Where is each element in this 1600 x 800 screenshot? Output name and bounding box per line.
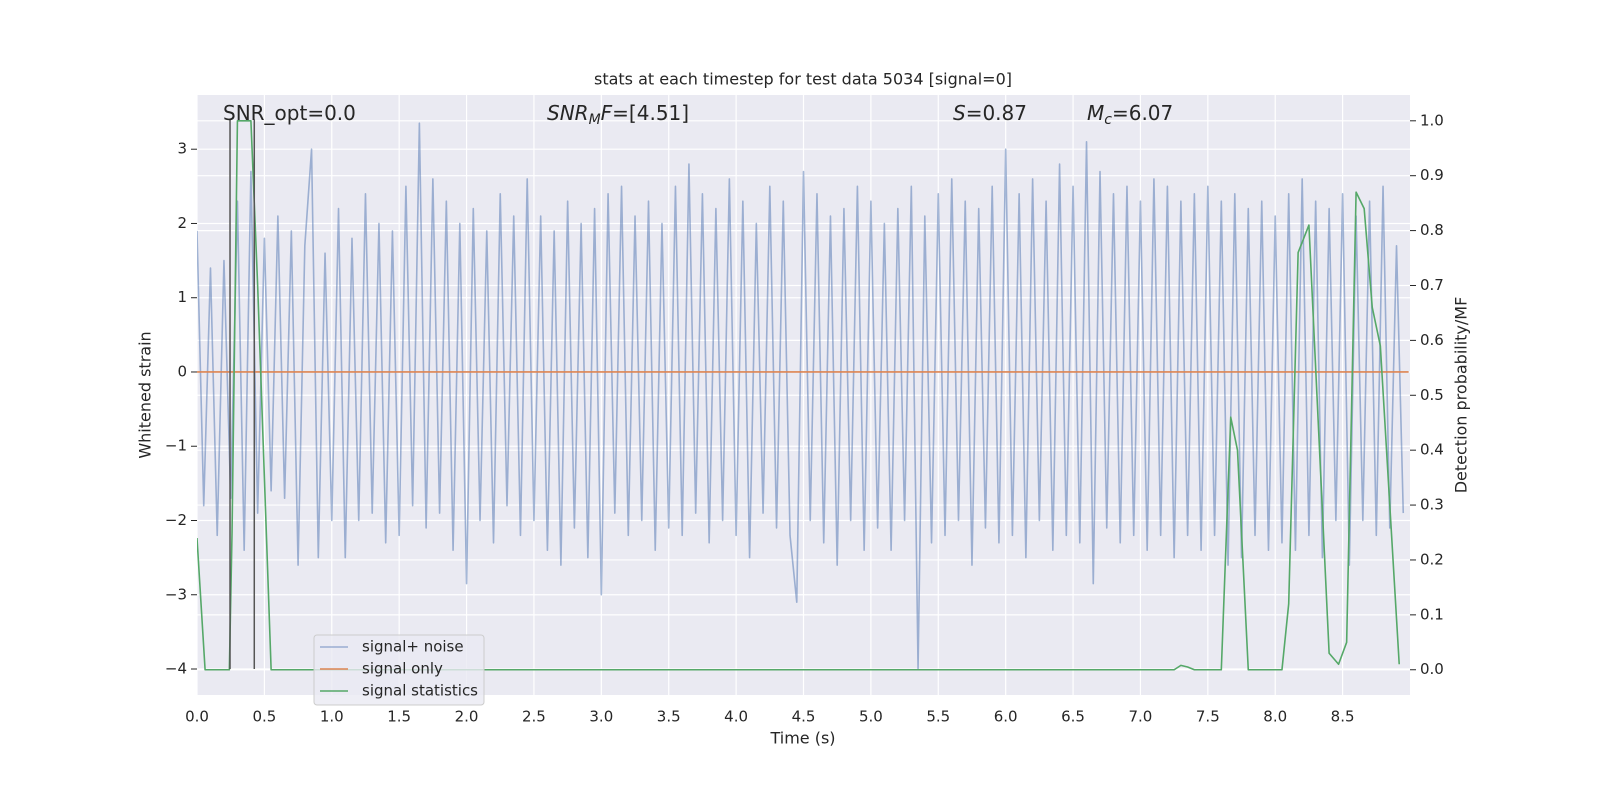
x-tick-label: 4.0 [724, 708, 748, 726]
x-tick-label: 2.5 [522, 708, 546, 726]
y-tick-label: −2 [165, 511, 187, 529]
annotation-part: =0.87 [966, 101, 1027, 125]
labels: 0.0 0.5 1.0 1.5 2.0 2.5 3.0 3.5 4.0 4.5 5.0 5.5 6.0 6… [165, 101, 1444, 726]
annotation-part: M [589, 112, 601, 128]
x-tick-label: 0.5 [252, 708, 276, 726]
y2-tick-label: 0.4 [1420, 441, 1444, 459]
x-tick-label: 8.5 [1331, 708, 1355, 726]
annotation-part: F [601, 101, 613, 125]
annotation-part: c [1104, 112, 1112, 128]
annotation-part: SNR [547, 101, 589, 125]
x-tick-label: 2.0 [455, 708, 479, 726]
annotation-part: S [953, 101, 966, 125]
y-tick-label: 2 [177, 214, 187, 232]
y2-tick-label: 0.1 [1420, 605, 1444, 623]
y-tick-label: 0 [177, 362, 187, 380]
y-tick-label: 3 [177, 140, 187, 158]
series-line [197, 120, 1401, 671]
x-tick-label: 7.0 [1129, 708, 1153, 726]
x-tick-label: 1.0 [320, 708, 344, 726]
annotation-part: M [1087, 101, 1104, 125]
y2-tick-label: 0.8 [1420, 221, 1444, 239]
x-tick-label: 3.0 [589, 708, 613, 726]
x-tick-label: 4.5 [792, 708, 816, 726]
grid [196, 95, 1410, 695]
y2-axis-label: Detection probability/MF [1452, 297, 1471, 494]
x-tick-label: 3.5 [657, 708, 681, 726]
x-tick-label: 6.5 [1061, 708, 1085, 726]
y2-tick-label: 0.6 [1420, 331, 1444, 349]
x-tick-label: 1.5 [387, 708, 411, 726]
annotation-part: =6.07 [1112, 101, 1173, 125]
y-tick-label: −4 [165, 660, 187, 678]
legend-label: signal+ noise [362, 638, 464, 656]
x-tick-label: 8.0 [1263, 708, 1287, 726]
y2-tick-label: 0.2 [1420, 550, 1444, 568]
x-tick-label: 7.5 [1196, 708, 1220, 726]
legend-box [313, 634, 485, 706]
y2-tick-label: 0.3 [1420, 496, 1444, 514]
x-tick-label: 5.5 [926, 708, 950, 726]
annotation: SNRMF=[4.51] [547, 101, 689, 129]
y-tick-label: −3 [165, 585, 187, 603]
y-tick-label: 1 [177, 288, 187, 306]
y2-tick-label: 0.7 [1420, 276, 1444, 294]
x-tick-label: 5.0 [859, 708, 883, 726]
series-line [197, 122, 1405, 670]
y2-tick-label: 0.9 [1420, 166, 1444, 184]
annotation-part: SNR_opt=0.0 [223, 101, 356, 125]
legend-label: signal only [362, 660, 443, 678]
annotation-part: =[4.51] [612, 101, 689, 125]
y2-tick-label: 0.0 [1420, 660, 1444, 678]
y2-tick-label: 0.5 [1420, 386, 1444, 404]
legend-label: signal statistics [362, 682, 478, 700]
annotation: Mc=6.07 [1087, 101, 1173, 129]
y2-tick-label: 1.0 [1420, 111, 1444, 129]
x-axis-label: Time (s) [769, 729, 835, 748]
y-axis-label: Whitened strain [136, 331, 155, 458]
x-tick-label: 6.0 [994, 708, 1018, 726]
annotation: SNR_opt=0.0 [223, 101, 356, 125]
chart-title: stats at each timestep for test data 503… [594, 70, 1012, 89]
annotation: S=0.87 [953, 101, 1027, 125]
marks [197, 119, 1409, 671]
x-tick-label: 0.0 [185, 708, 209, 726]
y-tick-label: −1 [165, 437, 187, 455]
